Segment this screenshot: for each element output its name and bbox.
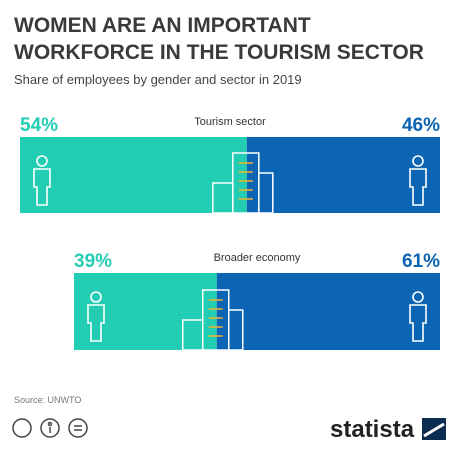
bar-segment (20, 137, 247, 213)
value-label: 39% (74, 251, 112, 272)
icon-part (227, 309, 244, 351)
source: Source: UNWTO (14, 395, 81, 405)
bar-segment (246, 137, 440, 213)
person-icon (409, 291, 427, 342)
building-icon (181, 289, 244, 351)
icon-part (33, 168, 51, 206)
license-icons (12, 418, 88, 438)
logo: statista (330, 416, 415, 443)
icon-part (90, 291, 102, 303)
bar-segment (74, 273, 217, 350)
chart-title: WOMEN ARE AN IMPORTANT WORKFORCE IN THE … (14, 14, 424, 64)
icon-part (258, 172, 274, 214)
icon-part (409, 168, 427, 206)
value-label: 54% (20, 115, 58, 136)
icon-part (36, 155, 48, 167)
value-label: 46% (402, 115, 440, 136)
icon-part (87, 304, 105, 342)
icon-part (212, 182, 234, 214)
bar-segment (216, 273, 440, 350)
value-label: 61% (402, 251, 440, 272)
person-icon (33, 155, 51, 206)
category-label: Broader economy (214, 252, 301, 264)
icon-part (409, 304, 427, 342)
icon-part (412, 291, 424, 303)
logo-mark (422, 418, 446, 440)
icon-part (181, 319, 204, 351)
chart-subtitle: Share of employees by gender and sector … (14, 72, 302, 87)
person-icon (87, 291, 105, 342)
building-icon (212, 152, 274, 214)
category-label: Tourism sector (194, 116, 266, 128)
icon-part (412, 155, 424, 167)
person-icon (409, 155, 427, 206)
